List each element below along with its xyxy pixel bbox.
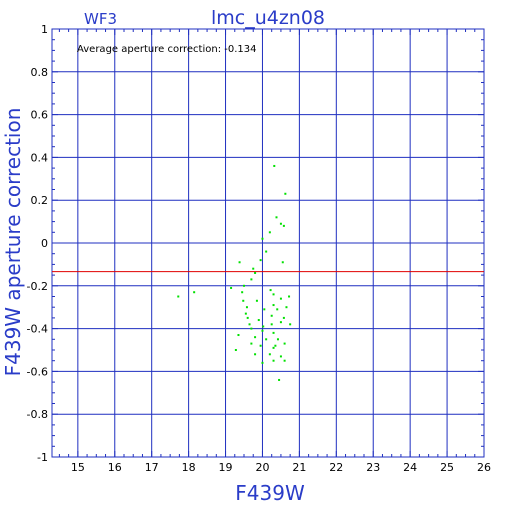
data-point xyxy=(279,297,282,300)
data-point xyxy=(241,291,244,294)
data-point xyxy=(250,342,253,345)
y-tick-label: -0.6 xyxy=(27,365,48,378)
header-left-label: WF3 xyxy=(84,10,117,28)
data-point xyxy=(242,299,245,302)
data-point xyxy=(279,321,282,324)
data-point xyxy=(289,323,292,326)
x-tick-label: 22 xyxy=(329,461,343,474)
chart-title: lmc_u4zn08 xyxy=(211,7,325,29)
data-point xyxy=(177,295,180,298)
y-tick-label: 0.4 xyxy=(31,151,49,164)
data-point xyxy=(259,344,262,347)
data-point xyxy=(276,308,279,311)
y-tick-label: -0.4 xyxy=(27,323,48,336)
data-point xyxy=(244,312,247,315)
average-annotation: Average aperture correction: -0.134 xyxy=(77,44,257,55)
y-tick-label: 0.2 xyxy=(31,194,49,207)
data-point xyxy=(265,250,268,253)
data-point xyxy=(262,325,265,328)
data-point xyxy=(243,284,245,287)
data-point xyxy=(272,304,275,307)
data-point xyxy=(255,299,258,302)
data-point xyxy=(237,334,240,337)
data-point xyxy=(270,323,273,326)
x-tick-label: 24 xyxy=(403,461,417,474)
data-point xyxy=(284,192,287,195)
data-point xyxy=(273,164,276,167)
data-point xyxy=(274,344,277,347)
x-tick-label: 20 xyxy=(255,461,269,474)
data-point xyxy=(283,359,286,362)
data-point xyxy=(282,316,285,319)
data-point xyxy=(254,271,257,274)
x-tick-label: 17 xyxy=(145,461,159,474)
data-point xyxy=(275,216,278,219)
data-point xyxy=(276,338,279,341)
data-point xyxy=(257,319,260,322)
tick-labels: 15 16 17 18 19 20 21 22 23 24 25 26 -1 -0.8 -0.6 -0.4 -0… xyxy=(27,23,491,474)
data-point xyxy=(254,336,257,339)
data-point xyxy=(268,231,271,234)
data-point xyxy=(250,278,253,281)
data-point xyxy=(288,295,291,298)
y-axis-label: F439W aperture correction xyxy=(1,108,25,377)
data-point xyxy=(272,359,275,362)
data-point xyxy=(283,342,286,345)
y-tick-label: 0 xyxy=(41,237,48,250)
y-tick-label: -0.8 xyxy=(27,408,48,421)
x-tick-label: 15 xyxy=(71,461,85,474)
data-point xyxy=(270,314,273,317)
axis-ticks xyxy=(52,28,485,458)
data-point xyxy=(246,316,249,319)
data-point xyxy=(269,289,272,292)
data-point xyxy=(250,327,253,330)
x-axis-label: F439W xyxy=(235,481,305,505)
data-point xyxy=(238,261,241,264)
data-point xyxy=(234,349,237,351)
data-point xyxy=(252,267,255,270)
data-point xyxy=(279,222,282,225)
y-tick-label: 0.8 xyxy=(31,66,49,79)
data-point xyxy=(259,259,262,262)
data-point xyxy=(193,291,196,294)
data-point xyxy=(261,237,264,240)
data-points xyxy=(177,164,292,381)
data-point xyxy=(230,286,233,289)
x-tick-label: 19 xyxy=(219,461,233,474)
data-point xyxy=(261,329,264,332)
x-tick-label: 26 xyxy=(477,461,491,474)
x-tick-label: 21 xyxy=(292,461,306,474)
data-point xyxy=(272,331,275,334)
x-tick-label: 25 xyxy=(440,461,454,474)
data-point xyxy=(278,378,281,381)
data-point xyxy=(261,361,264,364)
data-point xyxy=(263,308,266,311)
x-tick-label: 23 xyxy=(366,461,380,474)
data-point xyxy=(281,261,284,264)
data-point xyxy=(265,338,268,341)
data-point xyxy=(245,306,248,309)
data-point xyxy=(285,306,288,309)
data-point xyxy=(268,353,271,356)
y-tick-label: 1 xyxy=(41,23,48,36)
data-point xyxy=(279,355,282,358)
x-tick-label: 16 xyxy=(108,461,122,474)
data-point xyxy=(254,353,257,356)
y-tick-label: -0.2 xyxy=(27,280,48,293)
data-point xyxy=(272,293,275,296)
data-point xyxy=(248,323,251,326)
grid xyxy=(52,29,484,457)
data-point xyxy=(272,346,275,349)
y-tick-label: 0.6 xyxy=(31,109,49,122)
data-point xyxy=(282,224,285,227)
y-tick-label: -1 xyxy=(37,451,48,464)
x-tick-label: 18 xyxy=(182,461,196,474)
